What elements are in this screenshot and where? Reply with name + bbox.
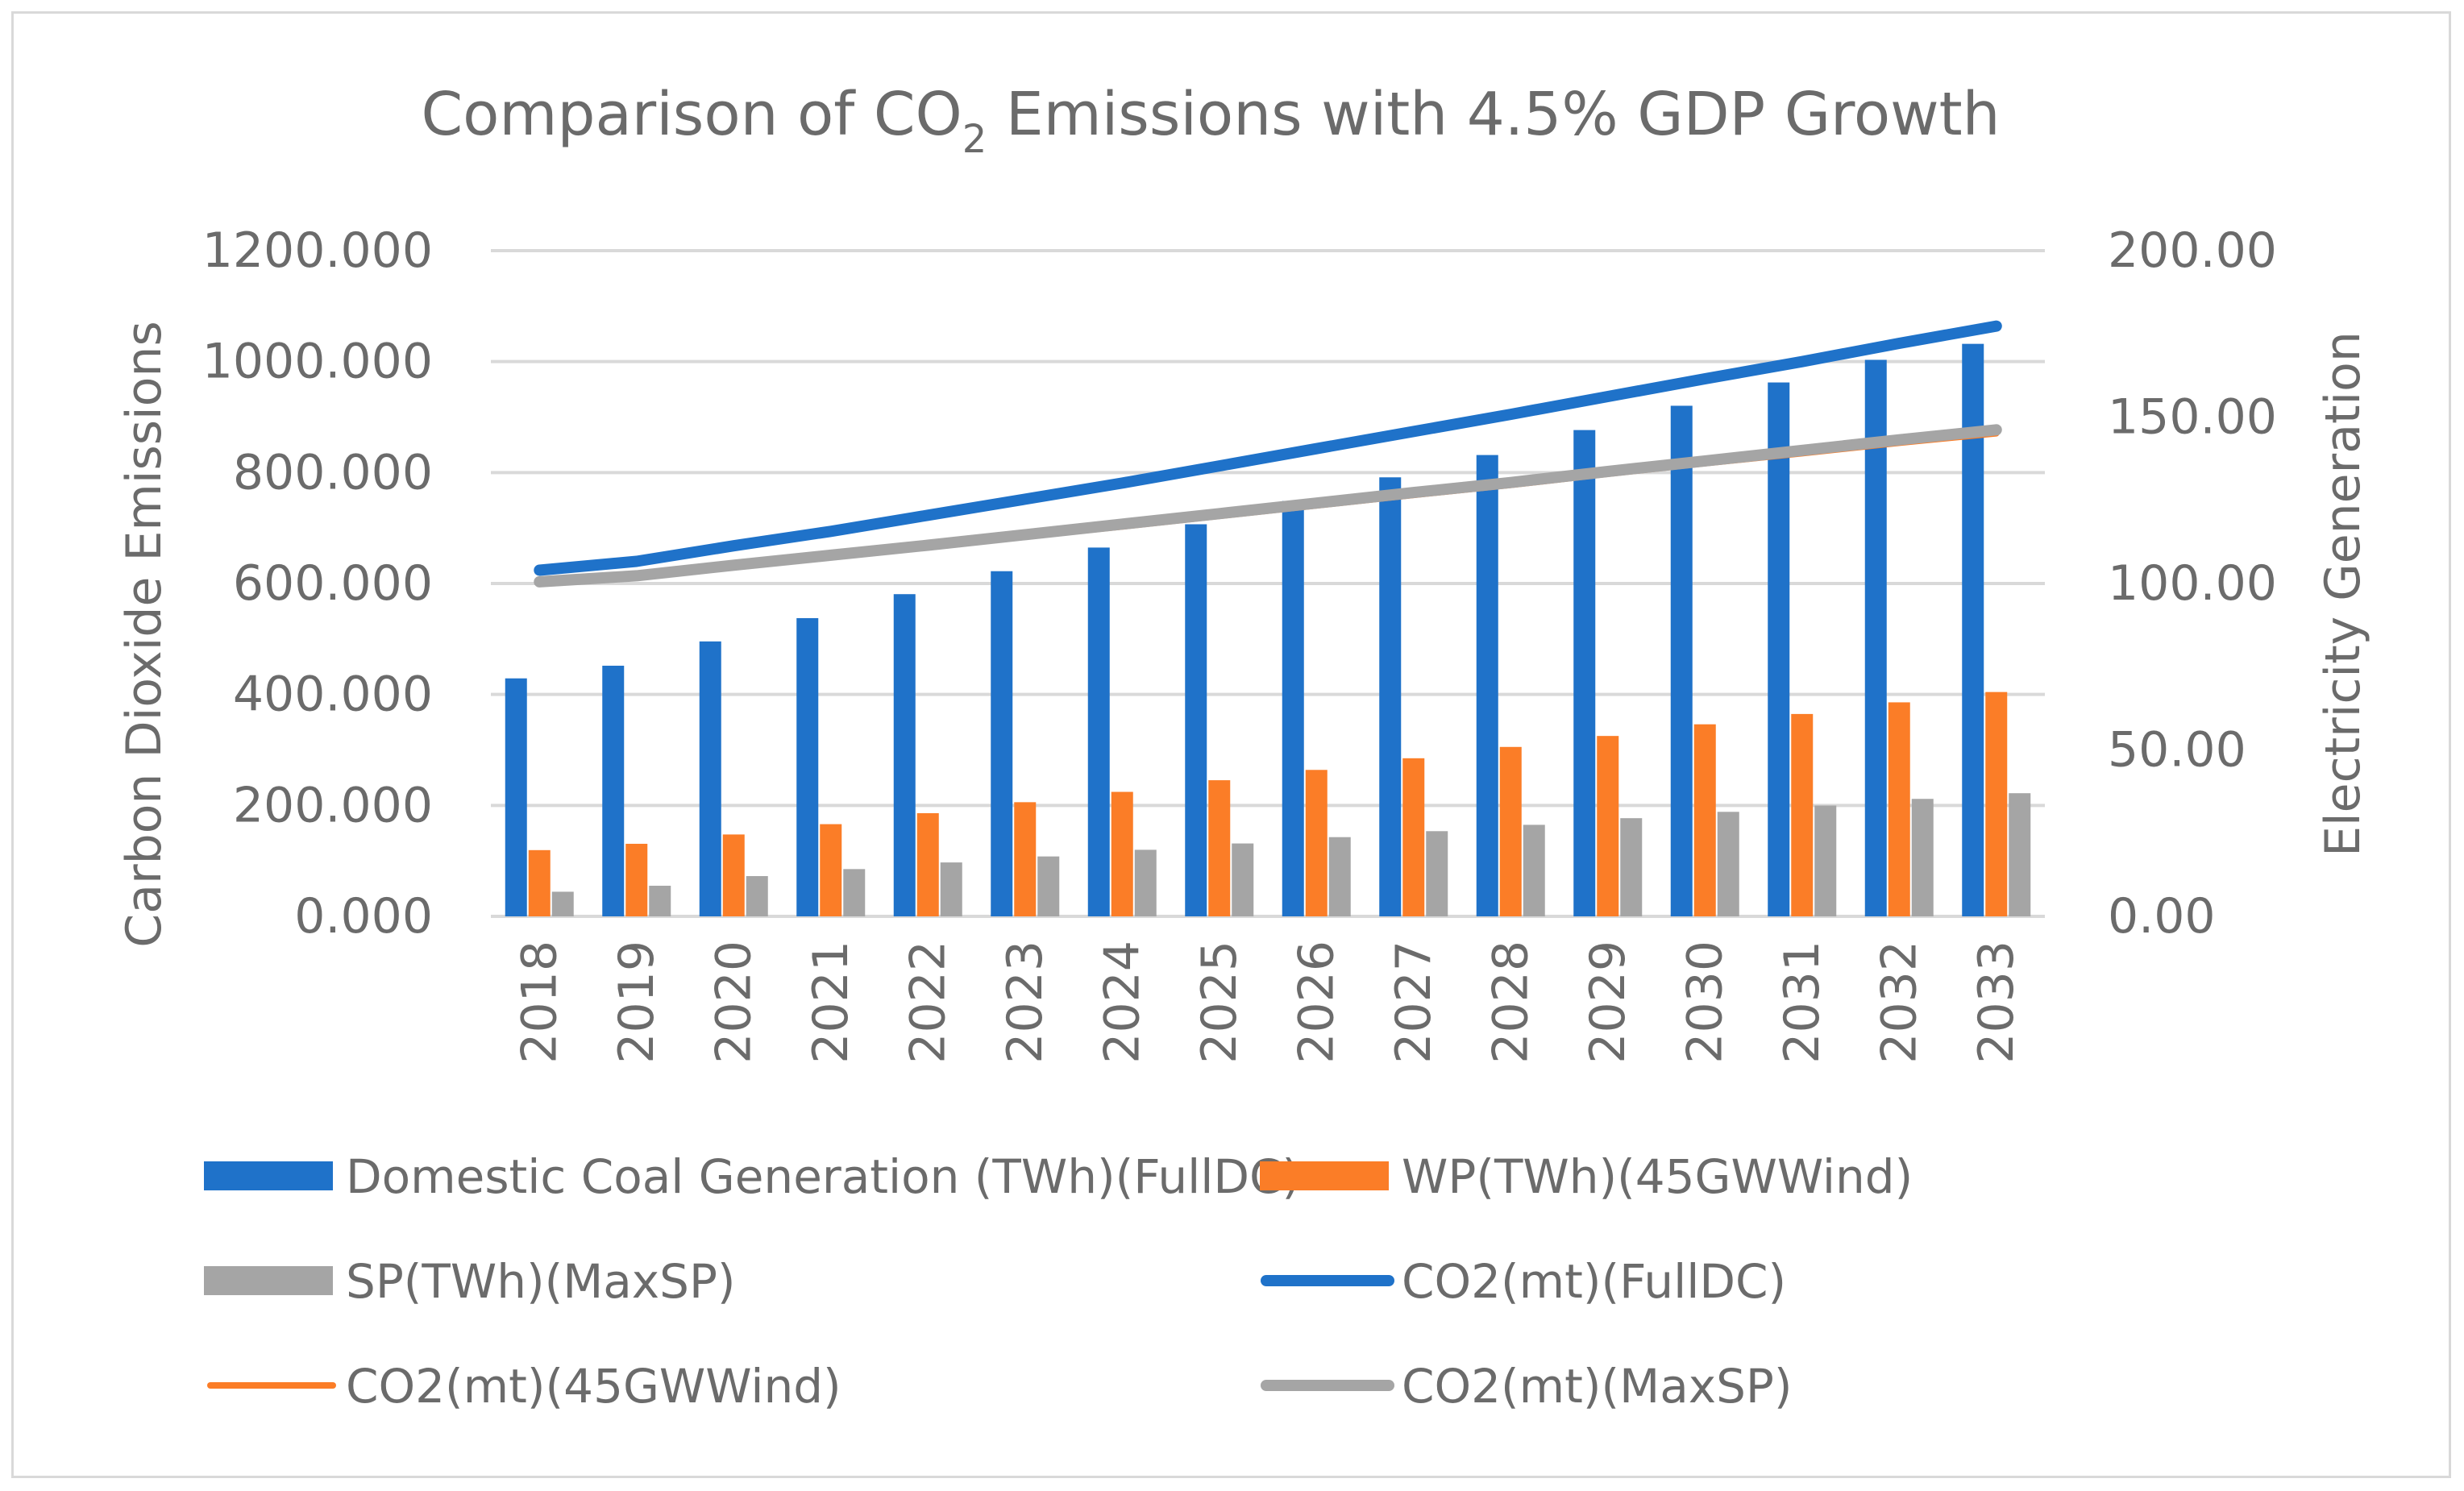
line-series	[534, 320, 2002, 588]
bar	[916, 812, 939, 916]
bar	[699, 641, 721, 916]
bar	[1523, 824, 1545, 916]
y-left-tick-label: 400.000	[233, 667, 433, 723]
bar	[1111, 791, 1133, 916]
bar	[1402, 758, 1425, 916]
bar	[2009, 793, 2031, 916]
bar	[505, 678, 527, 916]
bar	[1185, 524, 1207, 916]
x-tick-label: 2032	[1871, 941, 1927, 1064]
bar	[1597, 736, 1619, 916]
x-tick-label: 2029	[1580, 941, 1636, 1064]
bar	[1693, 724, 1716, 916]
x-tick-label: 2022	[900, 941, 956, 1064]
x-tick-label: 2027	[1386, 941, 1442, 1064]
bar	[528, 849, 551, 916]
bar	[1232, 843, 1254, 916]
bar	[820, 824, 842, 916]
chart-title: Comparison of CO2 Emissions with 4.5% GD…	[421, 80, 2000, 162]
legend-swatch	[1260, 1161, 1389, 1190]
y-right-tick-label: 100.00	[2108, 555, 2277, 612]
bar	[1573, 430, 1596, 916]
legend-label: CO2(mt)(FullDC)	[1402, 1254, 1786, 1309]
y-right-tick-labels: 0.00 50.00 100.00 150.00 200.00	[2108, 222, 2277, 945]
bar	[1791, 713, 1814, 916]
bar	[625, 843, 648, 916]
y-left-tick-label: 200.000	[233, 777, 433, 833]
bar	[893, 594, 916, 916]
bar	[1768, 382, 1790, 917]
bar	[1208, 780, 1231, 916]
bar	[1717, 812, 1739, 916]
x-tick-label: 2025	[1191, 941, 1248, 1064]
y-left-axis-label: Carbon Dioxide Emissions	[116, 321, 172, 947]
legend-label: SP(TWh)(MaxSP)	[346, 1254, 736, 1309]
chart-frame: Comparison of CO2 Emissions with 4.5% GD…	[11, 11, 2451, 1478]
bar	[1670, 405, 1693, 916]
bar	[1379, 477, 1402, 916]
legend-label: CO2(mt)(45GWWind)	[346, 1359, 841, 1414]
bar	[1620, 818, 1643, 916]
x-tick-label: 2019	[609, 941, 665, 1064]
bar	[1888, 702, 1910, 916]
x-tick-label: 2020	[705, 941, 762, 1064]
y-left-tick-label: 1200.000	[202, 222, 433, 279]
bar	[1911, 799, 1934, 916]
bar	[1134, 849, 1157, 916]
bar	[1499, 746, 1522, 916]
legend-swatch	[204, 1266, 333, 1295]
bar	[1087, 547, 1110, 916]
y-left-tick-label: 1000.000	[202, 334, 433, 390]
x-tick-label: 2030	[1677, 941, 1733, 1064]
y-right-tick-label: 50.00	[2108, 722, 2246, 779]
bar	[746, 876, 768, 916]
series-line	[534, 320, 2002, 576]
bar	[1282, 500, 1304, 916]
y-right-tick-label: 200.00	[2108, 222, 2277, 279]
bar	[1014, 802, 1037, 916]
bar	[551, 891, 574, 916]
y-right-tick-label: 150.00	[2108, 389, 2277, 446]
bar	[1328, 837, 1351, 916]
legend: Domestic Coal Generation (TWh)(FullDC) WP…	[204, 1149, 1913, 1414]
x-tick-label: 2028	[1482, 941, 1539, 1064]
bar	[991, 571, 1013, 916]
bar	[796, 617, 819, 916]
bar	[1426, 831, 1448, 916]
bar	[1476, 455, 1498, 916]
x-tick-label: 2033	[1968, 941, 2025, 1064]
legend-label: Domestic Coal Generation (TWh)(FullDC)	[346, 1149, 1300, 1204]
bar	[649, 886, 671, 916]
legend-label: CO2(mt)(MaxSP)	[1402, 1359, 1793, 1414]
y-right-axis-label: Electricity Generation	[2315, 331, 2371, 857]
bar	[843, 869, 866, 916]
bar-series	[505, 343, 2031, 917]
x-tick-label: 2026	[1288, 941, 1344, 1064]
legend-label: WP(TWh)(45GWWind)	[1402, 1149, 1913, 1204]
bar	[722, 834, 745, 916]
y-left-tick-labels: 0.000 200.000 400.000 600.000 800.000 1000.00…	[202, 222, 433, 945]
bar	[1864, 359, 1887, 916]
bar	[1037, 856, 1060, 916]
gridlines	[491, 249, 2045, 918]
x-tick-label: 2018	[511, 941, 567, 1064]
bar	[602, 666, 625, 916]
chart-svg: Comparison of CO2 Emissions with 4.5% GD…	[116, 80, 2371, 1414]
y-left-tick-label: 800.000	[233, 444, 433, 500]
bar	[940, 862, 962, 916]
legend-swatch	[204, 1161, 333, 1190]
y-left-tick-label: 0.000	[294, 888, 433, 945]
x-tick-label: 2024	[1094, 941, 1150, 1064]
y-left-tick-label: 600.000	[233, 555, 433, 612]
x-tick-label: 2031	[1774, 941, 1830, 1064]
x-tick-label: 2023	[997, 941, 1053, 1064]
bar	[1814, 805, 1837, 916]
x-tick-label: 2021	[803, 941, 859, 1064]
series-line	[534, 424, 2002, 588]
x-tick-labels: 2018 2019 2020 2021 2022 2023 2024 2025 2026 2027…	[511, 941, 2025, 1064]
bar	[1985, 692, 2008, 916]
y-right-tick-label: 0.00	[2108, 888, 2216, 945]
bar	[1305, 770, 1328, 916]
